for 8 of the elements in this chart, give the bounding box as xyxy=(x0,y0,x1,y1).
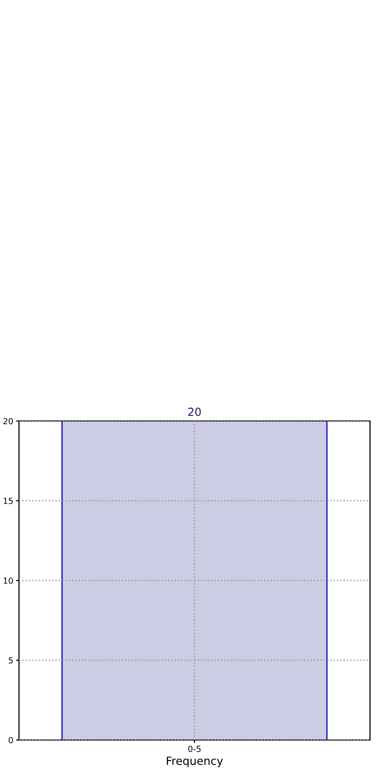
y-tick-label: 20 xyxy=(3,418,13,424)
x-tick-label: 0-5 xyxy=(188,746,201,752)
x-axis-title: Frequency xyxy=(166,756,223,768)
y-tick-label: 15 xyxy=(4,498,13,504)
y-tick-label: 5 xyxy=(8,657,13,664)
data-label: 20 xyxy=(188,408,201,416)
y-tick-label: 10 xyxy=(4,577,13,584)
y-tick-label: 0 xyxy=(8,736,13,744)
